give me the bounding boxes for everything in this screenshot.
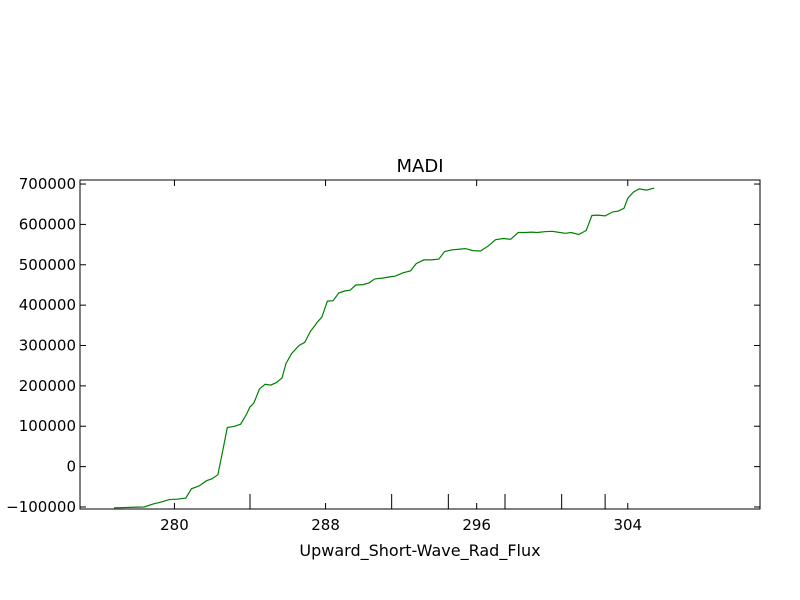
series-line-0 xyxy=(113,187,655,509)
x-tick-label: 288 xyxy=(311,516,340,534)
y-axis: −100000 0 100000 200000 300000 400000 500000 60… xyxy=(6,175,760,516)
x-tick-label: 280 xyxy=(160,516,189,534)
y-tick-label: 700000 xyxy=(19,175,76,193)
y-tick-label: 400000 xyxy=(19,296,76,314)
x-tick-label: 296 xyxy=(462,516,491,534)
x-tick-label: 304 xyxy=(613,516,642,534)
y-tick-label: −100000 xyxy=(6,498,76,516)
plot-frame xyxy=(79,179,761,510)
x-axis: 280 288 296 304 xyxy=(160,180,642,534)
x-axis-label: Upward_Short-Wave_Rad_Flux xyxy=(299,541,540,561)
y-tick-label: 300000 xyxy=(19,337,76,355)
y-tick-label: 500000 xyxy=(19,256,76,274)
y-tick-label: 0 xyxy=(66,458,76,476)
chart-title: MADI xyxy=(396,156,443,177)
plot-area xyxy=(113,187,655,509)
y-tick-label: 600000 xyxy=(19,215,76,233)
y-tick-label: 200000 xyxy=(19,377,76,395)
y-tick-label: 100000 xyxy=(19,417,76,435)
